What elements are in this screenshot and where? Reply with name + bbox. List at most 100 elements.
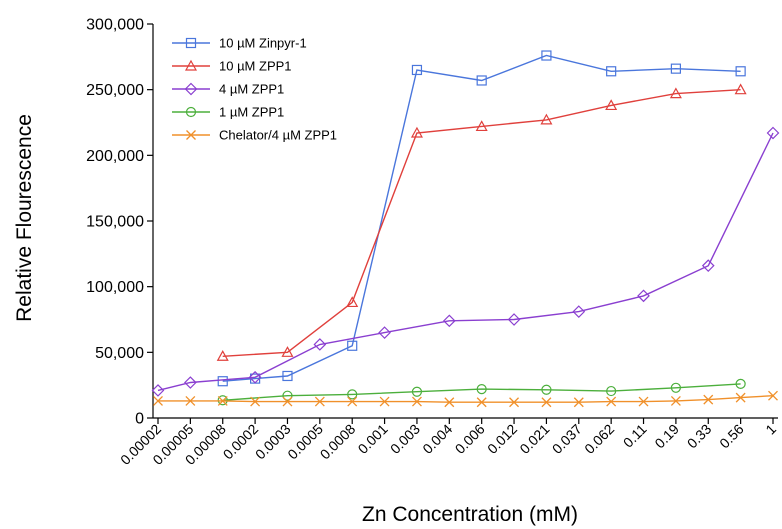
data-point (541, 50, 552, 61)
data-point (605, 99, 618, 111)
data-point (637, 289, 650, 303)
marker-stroke (638, 396, 649, 407)
data-point (185, 395, 196, 406)
y-axis-title: Relative Flourescence (13, 114, 36, 322)
x-axis-title: Zn Concentration (mM) (362, 503, 578, 526)
marker-stroke (282, 396, 293, 407)
x-tick-label: 0.0008 (317, 421, 359, 463)
data-point (250, 396, 261, 407)
legend-marker (184, 59, 198, 71)
data-point (151, 384, 165, 397)
marker-stroke (217, 395, 228, 406)
legend-marker (186, 130, 196, 140)
x-tick-label: 1 (762, 421, 779, 438)
data-point (573, 397, 584, 408)
y-tick-label: 0 (135, 411, 144, 428)
data-point (442, 314, 456, 328)
data-point (282, 396, 293, 407)
marker-stroke (314, 396, 325, 407)
marker-stroke (476, 397, 487, 408)
x-tick-label: 0.33 (684, 421, 715, 452)
legend-marker (184, 82, 198, 96)
data-point (670, 395, 681, 406)
series-line (222, 89, 741, 357)
legend-item: 1 µM ZPP1 (172, 105, 284, 120)
data-point (766, 126, 780, 140)
data-point (507, 313, 521, 326)
data-point (735, 66, 746, 77)
legend-label: 4 µM ZPP1 (219, 82, 284, 97)
data-point (735, 378, 746, 389)
data-point (379, 396, 390, 407)
series-line (158, 395, 774, 403)
data-point (282, 370, 293, 382)
data-point (606, 396, 617, 407)
x-tick-label: 0.021 (516, 421, 552, 457)
series-1 (217, 50, 746, 387)
data-point (411, 386, 423, 397)
marker-stroke (573, 397, 584, 408)
series-line (222, 54, 741, 382)
marker-stroke (768, 390, 778, 401)
data-point (444, 397, 455, 408)
data-point (153, 395, 163, 406)
data-point (184, 376, 197, 389)
marker-stroke (186, 130, 196, 140)
y-tick-label: 100,000 (86, 279, 144, 296)
marker-stroke (735, 392, 746, 403)
x-tick-label: 0.004 (419, 421, 455, 457)
data-point (606, 66, 617, 77)
data-point (347, 340, 358, 351)
data-point (217, 395, 228, 406)
y-tick-label: 150,000 (86, 214, 144, 231)
data-point (638, 396, 649, 407)
data-point (509, 397, 520, 408)
series-5 (153, 390, 778, 408)
y-tick-label: 200,000 (86, 148, 144, 165)
x-tick-label: 0.11 (620, 421, 650, 451)
x-axis-ticks: 0.000020.000050.000080.00020.00030.00050… (117, 418, 779, 468)
marker-stroke (670, 395, 681, 406)
data-point (670, 63, 681, 74)
x-tick-label: 0.56 (716, 421, 747, 452)
x-tick-label: 0.0005 (284, 421, 326, 463)
legend-label: Chelator/4 µM ZPP1 (219, 128, 337, 143)
marker-stroke (185, 395, 196, 406)
x-tick-label: 0.0003 (252, 421, 294, 463)
marker-stroke (703, 394, 714, 405)
data-point (540, 113, 553, 125)
data-point (572, 305, 586, 318)
x-tick-label: 0.006 (452, 421, 488, 457)
legend: 10 µM Zinpyr-1 10 µM ZPP1 4 µM ZPP1 1 µM ZP… (172, 36, 337, 143)
data-point (217, 376, 228, 387)
data-point (476, 384, 487, 395)
x-tick-label: 0.003 (387, 421, 423, 457)
data-point (703, 394, 714, 405)
data-point (281, 346, 294, 357)
data-point (768, 390, 778, 401)
data-point (735, 392, 746, 403)
data-point (476, 397, 487, 408)
series-line (222, 383, 741, 401)
marker-stroke (379, 396, 390, 407)
legend-item: 4 µM ZPP1 (172, 82, 284, 97)
data-point (313, 338, 327, 351)
marker-stroke (606, 396, 617, 407)
data-point (475, 120, 488, 132)
data-point (701, 259, 715, 273)
data-point (476, 75, 487, 86)
legend-label: 1 µM ZPP1 (219, 105, 284, 120)
x-tick-label: 0.012 (484, 421, 520, 457)
data-point (541, 397, 552, 408)
x-tick-label: 0.001 (355, 421, 391, 457)
series-2 (216, 83, 747, 361)
legend-item: 10 µM Zinpyr-1 (172, 36, 307, 51)
data-point (314, 396, 325, 407)
legend-label: 10 µM ZPP1 (219, 59, 292, 74)
data-point (669, 87, 682, 99)
marker-stroke (250, 396, 261, 407)
legend-item: Chelator/4 µM ZPP1 (172, 128, 337, 143)
y-axis-ticks: 0 50,000 100,000 150,000 200,000 250,000 300,0… (86, 17, 153, 428)
legend-marker (185, 37, 197, 49)
data-point (670, 382, 681, 393)
